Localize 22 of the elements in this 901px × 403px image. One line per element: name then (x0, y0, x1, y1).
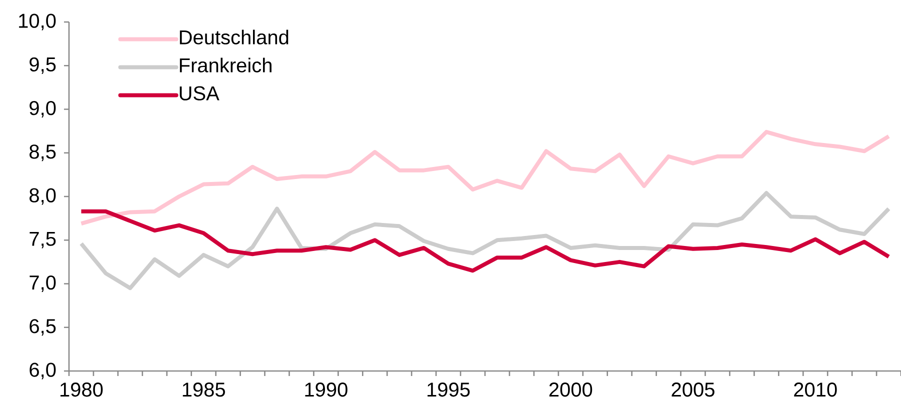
x-tick-label: 1985 (182, 382, 225, 397)
legend-label: USA (180, 86, 220, 100)
y-tick-label: 9,5 (30, 57, 56, 74)
x-tick-label: 1980 (60, 382, 103, 397)
x-tick-label: 2010 (794, 382, 837, 397)
legend-label: Deutschland (180, 30, 288, 44)
y-tick-label: 8,0 (30, 188, 56, 205)
line-series (79, 130, 891, 226)
x-tick-label: 2000 (549, 382, 592, 397)
y-tick-label: 7,0 (30, 275, 56, 292)
line-series (79, 209, 891, 273)
y-tick-label: 7,5 (30, 232, 56, 248)
x-tick-label: 1995 (428, 382, 470, 397)
y-tick-label: 6,0 (30, 362, 56, 380)
y-tick-label: 8,5 (30, 144, 56, 162)
y-tick-label: 9,0 (30, 100, 56, 118)
y-tick-label: 10,0 (19, 14, 56, 30)
y-tick-label: 6,5 (30, 319, 56, 336)
x-tick-label: 2005 (672, 382, 714, 397)
line-series (79, 191, 891, 290)
legend-label: Frankreich (180, 58, 272, 72)
x-tick-label: 1990 (305, 382, 348, 397)
